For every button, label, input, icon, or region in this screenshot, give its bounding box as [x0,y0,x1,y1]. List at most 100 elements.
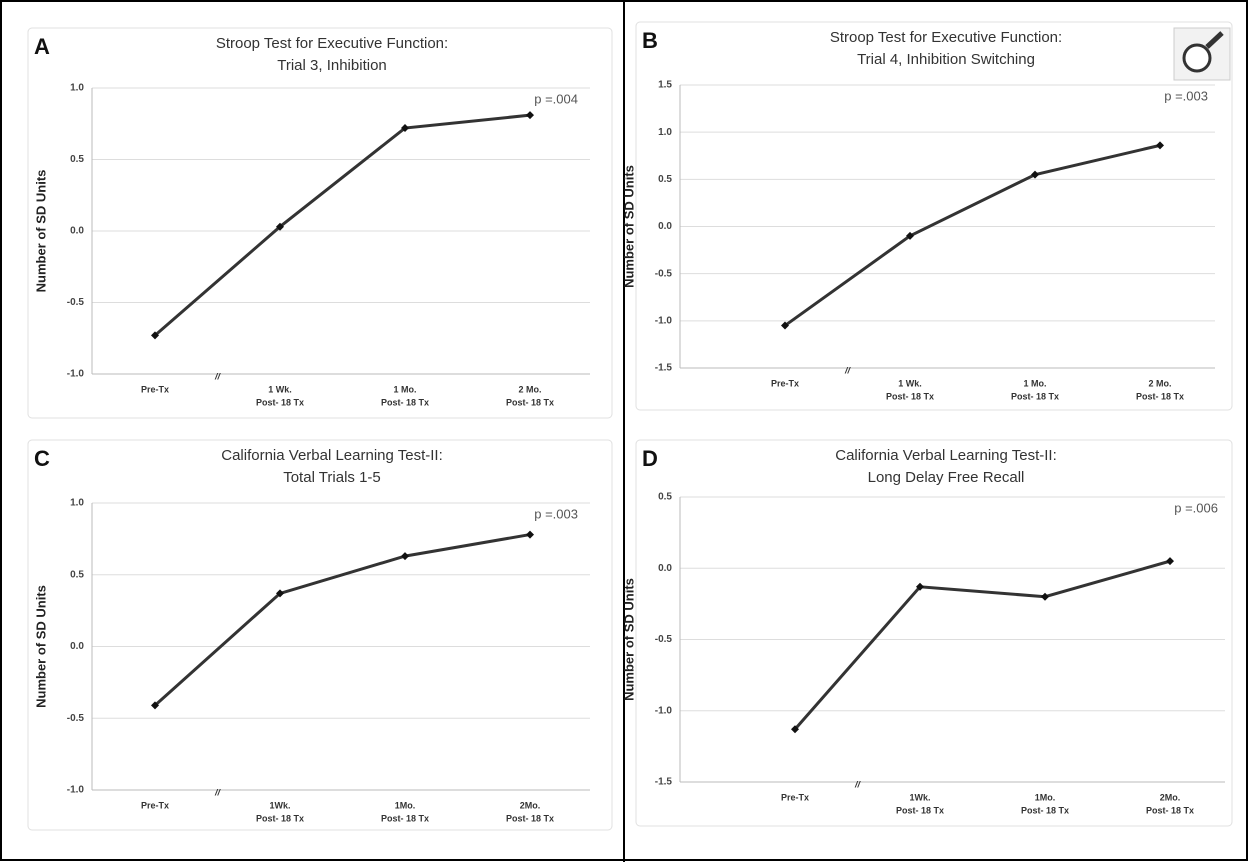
y-tick-label: 1.5 [658,80,672,91]
y-tick-label: -1.0 [655,705,673,716]
x-tick-label: Post- 18 Tx [896,805,944,815]
x-tick-label: 2Mo. [520,800,541,810]
y-axis-label: Number of SD Units [33,170,48,293]
y-tick-label: -1.0 [655,315,673,326]
panel-box [635,21,1233,411]
point [1166,557,1174,566]
annotation: p =.004 [534,91,578,106]
point [401,124,409,133]
y-tick-label: -1.5 [655,777,673,788]
panel-box [27,27,613,419]
series-line [154,113,531,337]
point [151,701,159,710]
x-tick-label: Post- 18 Tx [1136,391,1184,401]
point [276,589,284,598]
point [151,331,159,340]
point [906,231,914,240]
x-tick-label: Pre-Tx [141,800,169,810]
y-tick-label: 0.0 [70,641,84,652]
y-tick-label: -1.5 [655,363,673,374]
x-tick-label: 1 Mo. [393,384,416,394]
x-tick-label: Post- 18 Tx [1011,391,1059,401]
panel-box [27,439,613,831]
y-tick-label: -0.5 [655,268,673,279]
y-tick-label: -0.5 [67,713,85,724]
y-tick-label: 1.0 [70,498,84,509]
x-tick-label: Pre-Tx [771,378,799,388]
x-tick-label: 1 Wk. [268,384,292,394]
x-tick-label: 1Mo. [1035,792,1056,802]
axis-break: // [214,371,222,381]
x-tick-label: 1 Wk. [898,378,922,388]
y-tick-label: 0.5 [658,492,672,503]
point [1031,170,1039,179]
x-tick-label: Post- 18 Tx [256,397,304,407]
y-tick-label: -0.5 [67,297,85,308]
annotation: p =.003 [1164,88,1208,103]
point [1041,592,1049,601]
x-tick-label: 1Mo. [395,800,416,810]
x-tick-label: Post- 18 Tx [256,813,304,823]
x-tick-label: Post- 18 Tx [1146,805,1194,815]
point [401,552,409,561]
y-tick-label: 1.0 [658,127,672,138]
series-line [793,559,1171,731]
y-tick-label: 0.5 [70,154,84,165]
y-tick-label: -1.0 [67,785,85,796]
x-tick-label: Pre-Tx [141,384,169,394]
chart-title: California Verbal Learning Test-II: [221,447,443,464]
x-tick-label: 1Wk. [269,800,290,810]
y-tick-label: 1.0 [70,83,84,94]
x-tick-label: 1Wk. [909,792,930,802]
x-tick-label: Post- 18 Tx [381,813,429,823]
point [916,582,924,591]
panel-letter: B [642,28,658,53]
chart-title: Total Trials 1-5 [283,469,381,486]
chart-title: Trial 3, Inhibition [277,57,387,74]
y-axis-label: Number of SD Units [621,578,636,701]
x-tick-label: Post- 18 Tx [886,391,934,401]
point [526,111,534,120]
y-tick-label: -1.0 [67,369,85,380]
series-line [784,143,1161,327]
chart-title: Trial 4, Inhibition Switching [857,51,1035,68]
panel-letter: D [642,446,658,471]
chart-title: Long Delay Free Recall [868,469,1025,486]
icon-lens[interactable] [1182,43,1212,73]
annotation: p =.003 [534,506,578,521]
panel-letter: A [34,34,50,59]
y-tick-label: 0.5 [658,174,672,185]
x-tick-label: 2Mo. [1160,792,1181,802]
point [791,725,799,734]
chart-title: Stroop Test for Executive Function: [216,35,448,52]
x-tick-label: 1 Mo. [1023,378,1046,388]
y-tick-label: 0.0 [658,563,672,574]
axis-break: // [844,365,852,375]
x-tick-label: 2 Mo. [1148,378,1171,388]
y-tick-label: -0.5 [655,634,673,645]
axis-break: // [214,787,222,797]
axis-break: // [854,779,862,789]
point [526,530,534,539]
x-tick-label: Post- 18 Tx [506,397,554,407]
y-tick-label: 0.0 [70,226,84,237]
y-axis-label: Number of SD Units [33,585,48,708]
panel-box [635,439,1233,827]
point [781,321,789,330]
x-tick-label: Post- 18 Tx [1021,805,1069,815]
icon-handle[interactable] [1205,31,1224,49]
point [1156,141,1164,150]
chart-title: California Verbal Learning Test-II: [835,447,1057,464]
y-axis-label: Number of SD Units [621,165,636,288]
y-tick-label: 0.5 [70,569,84,580]
x-tick-label: Post- 18 Tx [381,397,429,407]
magnifier-icon[interactable] [1173,27,1231,81]
panel-letter: C [34,446,50,471]
y-tick-label: 0.0 [658,221,672,232]
chart-title: Stroop Test for Executive Function: [830,29,1062,46]
x-tick-label: Pre-Tx [781,792,809,802]
x-tick-label: 2 Mo. [518,384,541,394]
point [276,222,284,231]
x-tick-label: Post- 18 Tx [506,813,554,823]
